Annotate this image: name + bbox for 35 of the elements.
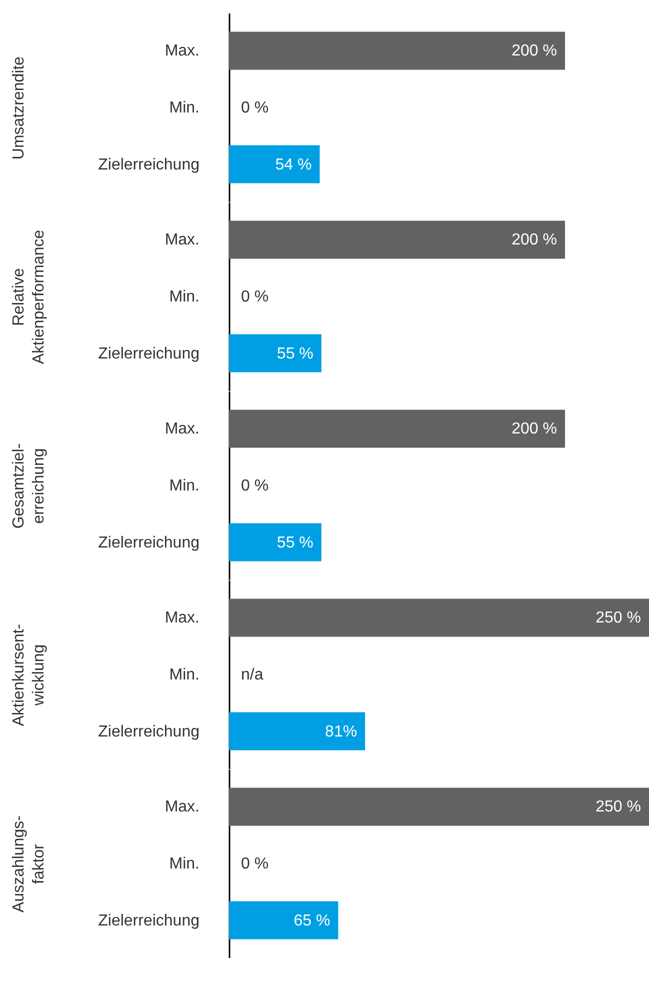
data-label: 55 %: [276, 345, 314, 362]
data-label: 200 %: [512, 42, 557, 60]
data-label: 0 %: [241, 478, 269, 494]
y-tick-label: Zielerreichung: [98, 534, 200, 552]
y-tick-label: Max.: [164, 232, 200, 249]
y-tick-label: Max.: [164, 798, 200, 816]
y-tick-label: Min.: [169, 478, 200, 494]
data-label: 250 %: [596, 798, 641, 816]
y-axis-title: Auszahlungs- faktor: [10, 816, 48, 912]
data-label: 0 %: [241, 100, 269, 116]
y-tick-label: Max.: [164, 420, 200, 438]
data-label: 55 %: [276, 534, 314, 552]
data-label: 0 %: [241, 288, 269, 306]
y-axis-title: Relative Aktienperformance: [10, 230, 48, 364]
y-tick-label: Zielerreichung: [98, 345, 200, 362]
y-tick-label: Max.: [164, 42, 200, 60]
data-label: 200 %: [512, 420, 557, 438]
y-axis-title: Aktienkursent- wicklung: [10, 624, 48, 726]
y-tick-label: Zielerreichung: [98, 912, 200, 930]
y-axis-title: Umsatzrendite: [10, 56, 28, 160]
data-label: 0 %: [241, 856, 269, 872]
y-tick-label: Max.: [164, 610, 200, 627]
data-label: 65 %: [294, 912, 330, 930]
y-tick-label: Min.: [169, 666, 200, 684]
data-label: 81%: [325, 723, 358, 740]
y-tick-label: Min.: [169, 856, 200, 872]
text: n/a: [241, 666, 264, 684]
y-tick-label: Zielerreichung: [98, 723, 200, 740]
y-tick-label: Zielerreichung: [98, 156, 200, 174]
y-axis-title: Gesamtziel- erreichung: [10, 443, 48, 529]
data-label: 250 %: [596, 610, 641, 627]
data-label: 200 %: [512, 232, 557, 249]
y-tick-label: Min.: [169, 288, 200, 306]
y-tick-label: Min.: [169, 100, 200, 116]
data-label: 54 %: [275, 156, 312, 174]
